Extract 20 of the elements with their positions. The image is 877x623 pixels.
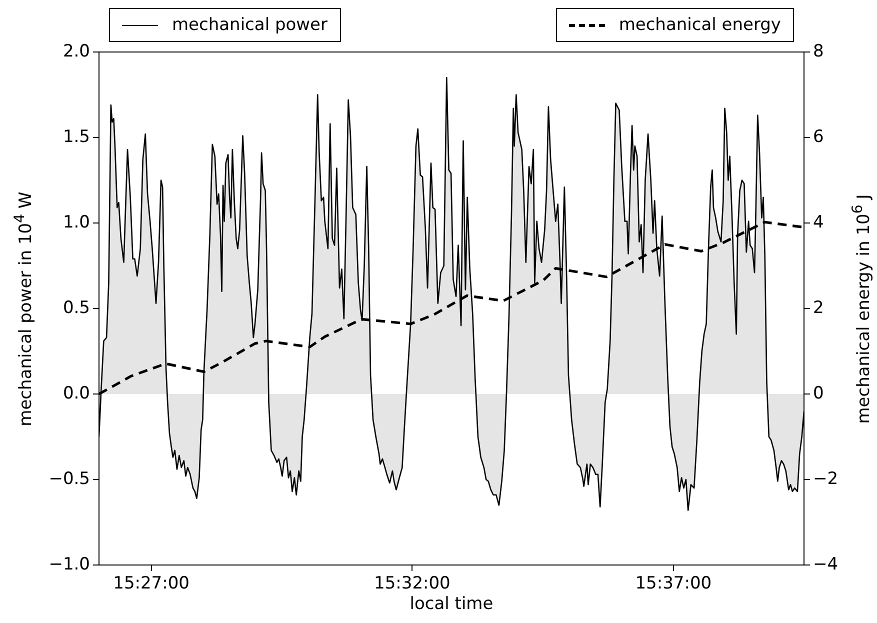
y-tick-label: −1.0 (48, 554, 90, 574)
y-tick-label: 1.5 (62, 126, 90, 147)
y2-tick-label: 4 (813, 212, 824, 232)
y2-tick-label: 6 (813, 126, 824, 147)
y-tick-label: 0.0 (62, 383, 90, 404)
y2-tick-label: −4 (813, 554, 838, 574)
y2-tick-label: −2 (813, 468, 838, 489)
x-tick-label: 15:32:00 (374, 574, 450, 594)
y2-tick-label: 2 (813, 298, 824, 318)
y2-tick-label: 0 (813, 383, 824, 404)
x-tick-label: 15:37:00 (635, 574, 712, 594)
y-tick-label: 1.0 (62, 212, 90, 232)
y-tick-label: −0.5 (48, 468, 90, 489)
y-tick-label: 0.5 (62, 298, 90, 318)
legend-label: mechanical energy (618, 15, 781, 35)
x-tick-label: 15:27:00 (113, 574, 190, 594)
y2-tick-label: 8 (813, 41, 824, 62)
x-axis-title: local time (410, 594, 494, 614)
y-tick-label: 2.0 (62, 41, 90, 62)
legend-label: mechanical power (172, 15, 328, 35)
